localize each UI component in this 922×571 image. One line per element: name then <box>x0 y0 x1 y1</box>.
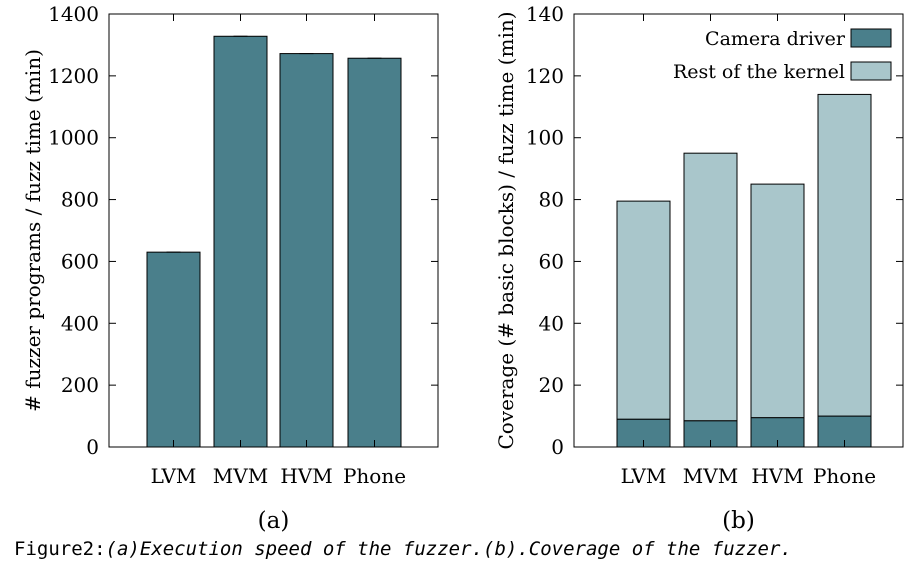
y-tick-label: 120 <box>526 64 564 88</box>
y-tick-label: 200 <box>61 373 99 397</box>
bar <box>279 53 334 448</box>
caption-prefix: Figure2: <box>14 538 106 560</box>
bar-rest-of-kernel <box>683 152 738 422</box>
bar <box>347 57 402 448</box>
y-tick-label: 40 <box>539 311 564 335</box>
y-tick-label: 1000 <box>48 126 99 150</box>
x-tick-label: Phone <box>343 464 406 488</box>
bar <box>146 251 201 448</box>
y-axis-title: # fuzzer programs / fuzz time (min) <box>21 49 45 412</box>
y-tick-label: 400 <box>61 311 99 335</box>
legend-label: Camera driver <box>705 28 846 50</box>
y-tick-label: 60 <box>539 249 564 273</box>
legend-label: Rest of the kernel <box>673 61 845 83</box>
legend-swatch <box>850 28 892 48</box>
x-tick-label: Phone <box>813 464 876 488</box>
bar-rest-of-kernel <box>616 200 671 420</box>
bar <box>213 35 268 448</box>
y-tick-label: 800 <box>61 188 99 212</box>
x-tick-label: HVM <box>280 464 332 488</box>
x-tick-label: LVM <box>151 464 197 488</box>
panel-label: (b) <box>722 508 755 534</box>
y-tick-label: 600 <box>61 249 99 273</box>
y-tick-label: 100 <box>526 126 564 150</box>
x-tick-label: MVM <box>683 464 738 488</box>
chart-panel-b: 0 20 40 60 80 100 120 140 LVM MVM HVM Phone Coverage… <box>494 2 904 534</box>
legend-swatch <box>850 61 892 81</box>
bar-rest-of-kernel <box>750 183 805 419</box>
x-tick-label: LVM <box>621 464 667 488</box>
y-tick-label: 0 <box>551 435 564 459</box>
panel-label: (a) <box>258 508 290 534</box>
chart-panel-a: 0 200 400 600 800 1000 1200 1400 LVM MVM HVM Phone #… <box>21 2 439 534</box>
x-tick-label: HVM <box>751 464 803 488</box>
y-tick-label: 1200 <box>48 64 99 88</box>
y-tick-label: 80 <box>539 188 564 212</box>
figure-caption: Figure2:(a)Execution speed of the fuzzer… <box>14 536 792 562</box>
y-tick-label: 140 <box>526 2 564 26</box>
bar-rest-of-kernel <box>817 93 872 417</box>
caption-text: (a)Execution speed of the fuzzer.(b).Cov… <box>105 538 792 560</box>
y-tick-label: 20 <box>539 373 564 397</box>
y-tick-label: 1400 <box>48 2 99 26</box>
y-axis-title: Coverage (# basic blocks) / fuzz time (m… <box>494 11 518 449</box>
plot-frame <box>573 13 904 448</box>
x-tick-label: MVM <box>213 464 268 488</box>
plot-frame <box>108 13 439 448</box>
y-tick-label: 0 <box>86 435 99 459</box>
